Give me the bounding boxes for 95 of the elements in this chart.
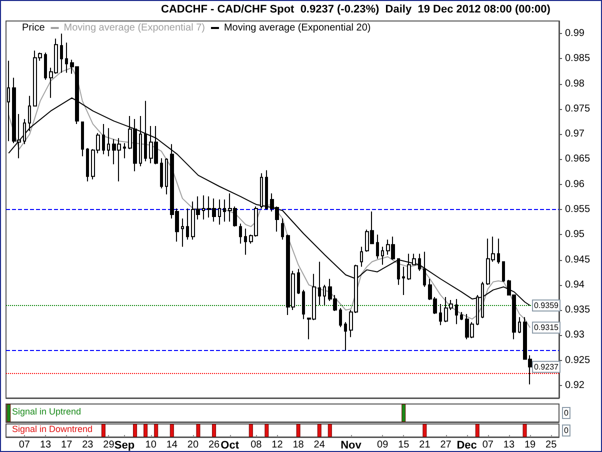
candlestick	[202, 194, 205, 220]
candlestick	[123, 142, 126, 159]
candlestick	[418, 253, 421, 272]
x-tick-label: 27	[440, 440, 452, 450]
candlestick	[376, 234, 379, 260]
candlestick	[181, 218, 184, 248]
x-tick-label: 23	[82, 440, 94, 450]
candlestick	[86, 148, 89, 182]
candlestick	[518, 316, 521, 334]
y-tick-label: 0.925	[565, 354, 590, 366]
candlestick	[44, 52, 47, 80]
candlestick	[439, 304, 442, 326]
x-tick-label: Nov	[340, 440, 362, 452]
x-tick-label: 07	[18, 440, 30, 450]
chart-title: Signal in Downtrend	[12, 424, 93, 434]
x-tick-label: Sep	[114, 440, 135, 452]
candlestick	[360, 246, 363, 268]
candlestick	[102, 124, 105, 155]
candlestick	[186, 208, 189, 240]
candlestick	[165, 158, 168, 195]
x-tick-label: 26	[208, 440, 220, 450]
candlestick	[502, 261, 505, 282]
chart-title: CADCHF - CAD/CHF Spot 0.9237 (-0.23%) Daily 19 Dec 2012 08:00 (00:00)	[161, 4, 551, 16]
candlestick	[144, 100, 147, 162]
y-tick-label: 0.97	[565, 128, 585, 140]
x-tick-label: 18	[292, 440, 304, 450]
x-tick-label: 21	[419, 440, 431, 450]
candlestick	[397, 258, 400, 286]
candlestick	[323, 284, 326, 306]
x-tick-label: 07	[482, 440, 494, 450]
y-tick-label: 0.975	[565, 103, 590, 114]
chart-title: Signal in Uptrend	[12, 406, 82, 416]
candlestick	[339, 308, 342, 328]
legend-label: Moving average (Exponential 7)	[64, 22, 205, 34]
candlestick	[81, 122, 84, 157]
y-tick-label: 0.92	[565, 380, 585, 391]
y-tick-label: 0.985	[565, 53, 590, 64]
x-tick-label: Oct	[220, 440, 240, 452]
candlestick	[139, 116, 142, 167]
x-tick-label: 19	[524, 440, 536, 450]
annotation: 0.9359	[534, 301, 560, 310]
text: 0	[564, 426, 569, 435]
y-tick-label: 0.99	[565, 28, 585, 40]
y-tick-label: 0.965	[565, 154, 590, 165]
x-tick-label: 24	[314, 440, 326, 450]
candlestick	[402, 266, 405, 296]
candlestick	[344, 322, 347, 351]
candlestick	[265, 170, 268, 210]
annotation: 0.9237	[534, 362, 560, 372]
candlestick	[244, 228, 247, 256]
candlestick	[497, 238, 500, 264]
line-series	[8, 67, 531, 328]
candlestick	[60, 33, 63, 74]
y-tick-label: 0.96	[565, 178, 585, 190]
candlestick	[302, 289, 305, 320]
candlestick	[23, 118, 26, 145]
legend-label: Moving average (Exponential 20)	[224, 22, 371, 34]
x-tick-label: Dec	[456, 440, 477, 452]
x-tick-label: 08	[250, 440, 262, 450]
candlestick	[223, 198, 226, 222]
x-tick-label: 29	[103, 440, 115, 450]
candlestick	[460, 312, 463, 321]
candlestick	[239, 223, 242, 244]
candlestick	[455, 298, 458, 325]
candlestick	[260, 172, 263, 209]
x-tick-label: 12	[272, 440, 284, 450]
annotation: 0.9315	[534, 323, 560, 332]
candlestick	[65, 42, 68, 74]
x-tick-label: 15	[398, 440, 410, 450]
y-tick-label: 0.98	[565, 78, 585, 90]
x-tick-label: 13	[40, 440, 52, 450]
candlestick	[281, 218, 284, 240]
x-tick-label: 20	[187, 440, 199, 450]
candlestick	[218, 198, 221, 226]
x-tick-label: 13	[503, 440, 515, 450]
candlestick	[318, 261, 321, 306]
x-tick-label: 17	[61, 440, 73, 450]
candlestick	[297, 268, 300, 294]
y-tick-label: 0.935	[565, 304, 590, 316]
candlestick	[7, 60, 10, 142]
x-tick-label: 10	[145, 440, 157, 450]
y-tick-label: 0.955	[565, 204, 590, 215]
x-tick-label: 25	[546, 440, 558, 450]
x-tick-label: 09	[377, 440, 389, 450]
y-tick-label: 0.94	[565, 279, 585, 290]
y-tick-label: 0.945	[565, 254, 590, 266]
text: 0	[564, 408, 569, 418]
candlestick	[381, 246, 384, 266]
candlestick	[160, 158, 163, 189]
candlestick	[107, 128, 110, 157]
series-label: Price	[22, 22, 46, 34]
candlestick	[423, 251, 426, 288]
y-tick-label: 0.95	[565, 229, 585, 240]
x-tick-label: 14	[166, 440, 178, 450]
y-tick-label: 0.93	[565, 330, 585, 341]
